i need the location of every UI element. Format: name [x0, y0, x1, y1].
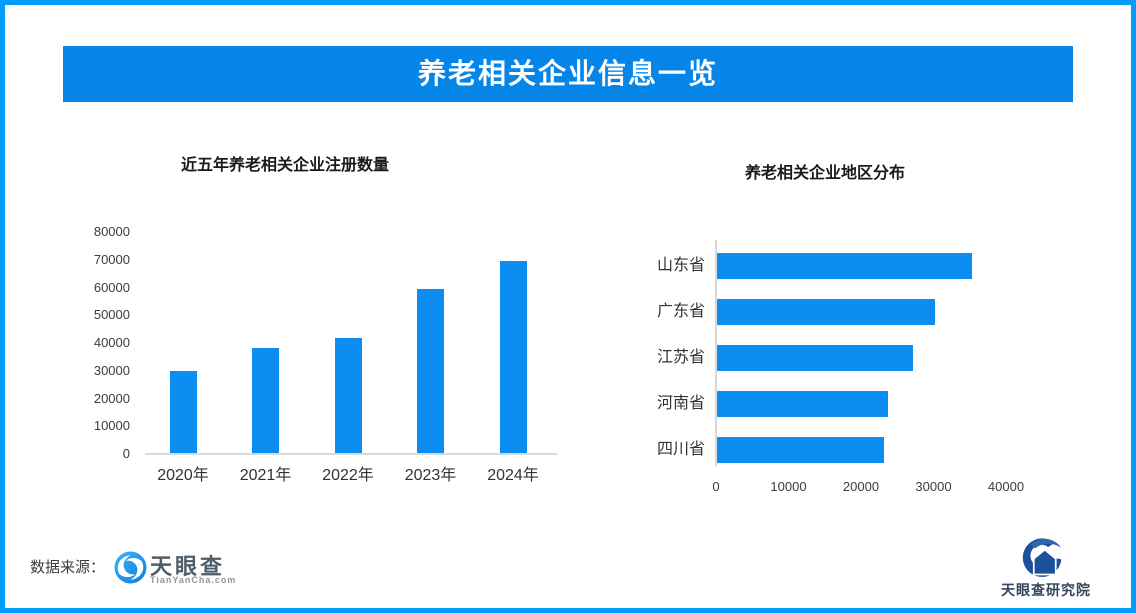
x-category-label: 2023年 — [404, 467, 457, 484]
y-category-label: 江苏省 — [656, 348, 705, 366]
x-category-label: 2024年 — [487, 467, 539, 484]
tianyancha-logo-text: 天眼查 — [150, 554, 226, 579]
y-category-label: 山东省 — [656, 256, 705, 274]
bar-2022年 — [334, 338, 362, 453]
research-institute-logo-icon — [1022, 538, 1062, 577]
left-chart-title: 近五年养老相关企业注册数量 — [180, 157, 389, 174]
y-tick-label: 70000 — [93, 251, 130, 267]
x-tick-label: 0 — [712, 479, 720, 494]
y-tick-label: 30000 — [93, 362, 130, 378]
x-tick-label: 40000 — [987, 479, 1025, 494]
y-tick-label: 60000 — [93, 279, 130, 295]
x-tick-label: 30000 — [915, 479, 952, 494]
page-title: 养老相关企业信息一览 — [63, 46, 1073, 102]
data-source-label: 数据来源： — [30, 559, 106, 576]
x-tick-label: 20000 — [842, 479, 880, 494]
y-tick-label: 20000 — [93, 390, 130, 406]
bar-广东省 — [717, 298, 935, 325]
right-chart-title: 养老相关企业地区分布 — [744, 165, 905, 182]
bar-河南省 — [717, 390, 888, 417]
x-category-label: 2021年 — [239, 467, 292, 484]
y-category-label: 广东省 — [656, 302, 705, 320]
research-institute-label: 天眼查研究院 — [1001, 582, 1091, 598]
bar-2023年 — [417, 289, 444, 453]
tianyancha-logo-url: TianYanCha.com — [150, 575, 237, 585]
y-tick-label: 0 — [122, 446, 130, 461]
y-tick-label: 40000 — [93, 335, 130, 350]
bar-2020年 — [169, 371, 197, 453]
x-tick-label: 10000 — [770, 479, 807, 494]
tianyancha-eye-icon — [114, 551, 147, 584]
bar-山东省 — [717, 252, 972, 279]
y-tick-label: 80000 — [93, 224, 130, 239]
bar-四川省 — [717, 436, 884, 463]
y-axis-line — [715, 240, 717, 466]
bar-2021年 — [252, 348, 279, 453]
x-category-label: 2020年 — [157, 467, 209, 484]
bar-2024年 — [499, 261, 527, 453]
x-category-label: 2022年 — [322, 467, 374, 484]
y-tick-label: 10000 — [93, 418, 130, 434]
y-category-label: 河南省 — [656, 394, 705, 412]
y-tick-label: 50000 — [93, 307, 130, 323]
x-axis-line — [145, 453, 557, 455]
y-category-label: 四川省 — [656, 440, 705, 458]
bar-江苏省 — [717, 344, 913, 371]
